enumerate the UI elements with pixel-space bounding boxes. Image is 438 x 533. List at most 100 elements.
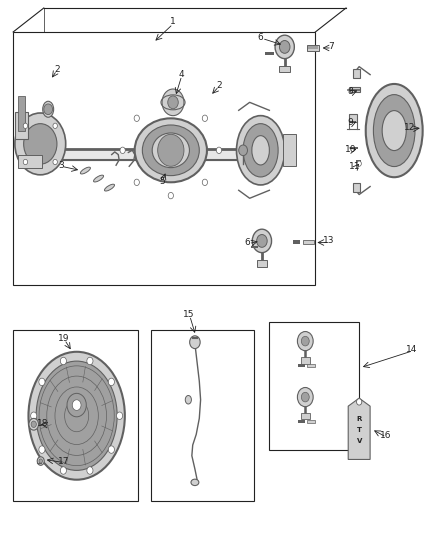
Text: 8: 8 (347, 87, 353, 96)
Bar (298, 420, 305, 423)
Circle shape (108, 378, 114, 386)
Circle shape (202, 179, 208, 185)
Circle shape (117, 412, 123, 419)
Circle shape (24, 124, 57, 164)
Circle shape (168, 102, 173, 108)
Bar (350, 147, 358, 149)
Circle shape (216, 147, 222, 154)
Circle shape (357, 161, 361, 166)
Text: 3: 3 (58, 161, 64, 169)
Circle shape (15, 113, 66, 175)
Ellipse shape (366, 84, 423, 177)
Circle shape (39, 446, 45, 453)
Text: 14: 14 (406, 345, 417, 353)
Bar (15, 112, 28, 139)
Circle shape (44, 104, 53, 115)
Text: 5: 5 (159, 177, 165, 185)
Circle shape (134, 179, 139, 185)
Text: 2: 2 (54, 65, 60, 74)
Circle shape (134, 115, 139, 122)
Ellipse shape (105, 184, 114, 191)
Ellipse shape (152, 133, 189, 168)
Circle shape (23, 159, 28, 165)
Circle shape (87, 357, 93, 365)
Circle shape (53, 123, 57, 128)
Text: 9: 9 (347, 118, 353, 127)
Bar (283, 134, 296, 166)
Text: 11: 11 (349, 162, 360, 171)
Bar (308, 46, 318, 49)
Bar (353, 69, 360, 78)
Bar (298, 364, 305, 367)
Ellipse shape (237, 116, 285, 185)
Bar (269, 322, 359, 450)
Text: 19: 19 (58, 334, 69, 343)
Ellipse shape (382, 110, 406, 150)
Ellipse shape (373, 94, 415, 166)
Ellipse shape (28, 352, 125, 480)
Bar (293, 240, 300, 244)
Ellipse shape (142, 125, 199, 176)
Circle shape (190, 336, 200, 349)
Ellipse shape (243, 124, 278, 177)
Bar (257, 260, 267, 266)
Ellipse shape (36, 361, 117, 471)
Circle shape (120, 147, 125, 154)
Circle shape (162, 89, 184, 116)
Ellipse shape (135, 118, 207, 182)
Circle shape (31, 421, 36, 427)
Circle shape (29, 418, 39, 430)
Circle shape (87, 467, 93, 474)
Circle shape (53, 159, 57, 165)
Bar (265, 52, 274, 55)
Circle shape (168, 96, 178, 109)
Circle shape (37, 457, 44, 465)
Bar (251, 246, 258, 248)
Text: 1: 1 (170, 17, 176, 26)
Text: 6: 6 (244, 238, 251, 247)
Circle shape (168, 192, 173, 199)
Text: 17: 17 (58, 457, 69, 466)
Bar (13, 330, 138, 501)
Circle shape (60, 467, 67, 474)
Text: V: V (357, 438, 362, 444)
Circle shape (297, 387, 313, 407)
Circle shape (301, 392, 309, 402)
Text: R: R (357, 416, 362, 423)
Text: 10: 10 (345, 145, 356, 154)
Text: 13: 13 (323, 237, 334, 245)
Circle shape (257, 235, 267, 247)
Circle shape (72, 400, 81, 410)
Bar (353, 183, 360, 192)
Bar (18, 96, 25, 131)
Ellipse shape (94, 175, 103, 182)
Bar (151, 330, 254, 501)
Ellipse shape (252, 136, 269, 165)
Circle shape (108, 446, 114, 453)
Text: 4: 4 (179, 70, 184, 79)
Bar (356, 160, 361, 163)
Circle shape (301, 336, 309, 346)
Text: 16: 16 (380, 432, 391, 440)
Circle shape (60, 357, 67, 365)
Ellipse shape (191, 479, 199, 486)
Ellipse shape (185, 395, 191, 404)
Text: 2: 2 (216, 81, 222, 90)
Text: 15: 15 (183, 310, 194, 319)
Ellipse shape (81, 167, 90, 174)
Bar (18, 155, 42, 168)
Bar (307, 420, 315, 423)
Text: 12: 12 (404, 124, 415, 132)
Text: 18: 18 (37, 419, 49, 428)
Circle shape (158, 134, 184, 166)
Bar (307, 45, 319, 51)
Circle shape (31, 412, 37, 419)
Circle shape (357, 399, 362, 405)
Polygon shape (348, 398, 370, 459)
Circle shape (39, 459, 42, 463)
Text: 6: 6 (258, 33, 264, 42)
Circle shape (279, 41, 290, 53)
Circle shape (252, 229, 272, 253)
Bar (301, 357, 310, 364)
Bar (349, 114, 357, 122)
